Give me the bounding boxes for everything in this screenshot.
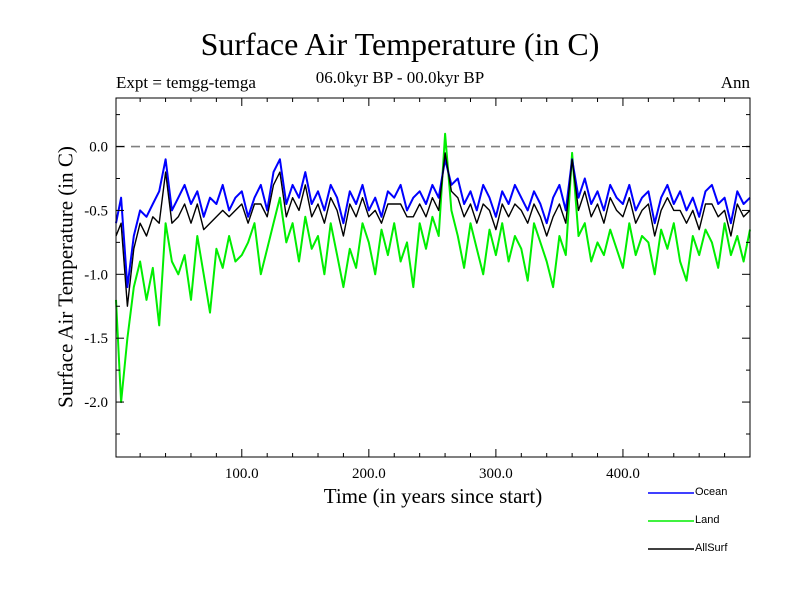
experiment-label: Expt = temgg-temga — [116, 73, 256, 92]
x-tick-label: 200.0 — [352, 466, 386, 482]
x-tick-label: 400.0 — [606, 466, 640, 482]
series-line-allsurf — [115, 152, 751, 307]
x-axis-label: Time (in years since start) — [323, 484, 543, 508]
legend-label-land: Land — [695, 514, 720, 526]
legend-label-ocean: Ocean — [695, 486, 728, 498]
series-line-ocean — [115, 158, 751, 289]
chart-subtitle: 06.0kyr BP - 00.0kyr BP — [315, 68, 485, 87]
x-tick-label: 300.0 — [479, 466, 513, 482]
y-tick-label: -1.5 — [84, 331, 108, 347]
plot-frame — [115, 97, 751, 458]
legend-label-allsurf: AllSurf — [695, 542, 728, 554]
season-label: Ann — [720, 73, 750, 92]
x-tick-label: 100.0 — [225, 466, 259, 482]
y-tick-label: -2.0 — [84, 395, 108, 411]
chart-title: Surface Air Temperature (in C) — [200, 26, 600, 62]
y-tick-label: -1.0 — [84, 267, 108, 283]
y-tick-label: -0.5 — [84, 203, 108, 219]
y-tick-label: 0.0 — [89, 140, 108, 156]
series-line-land — [115, 132, 751, 404]
